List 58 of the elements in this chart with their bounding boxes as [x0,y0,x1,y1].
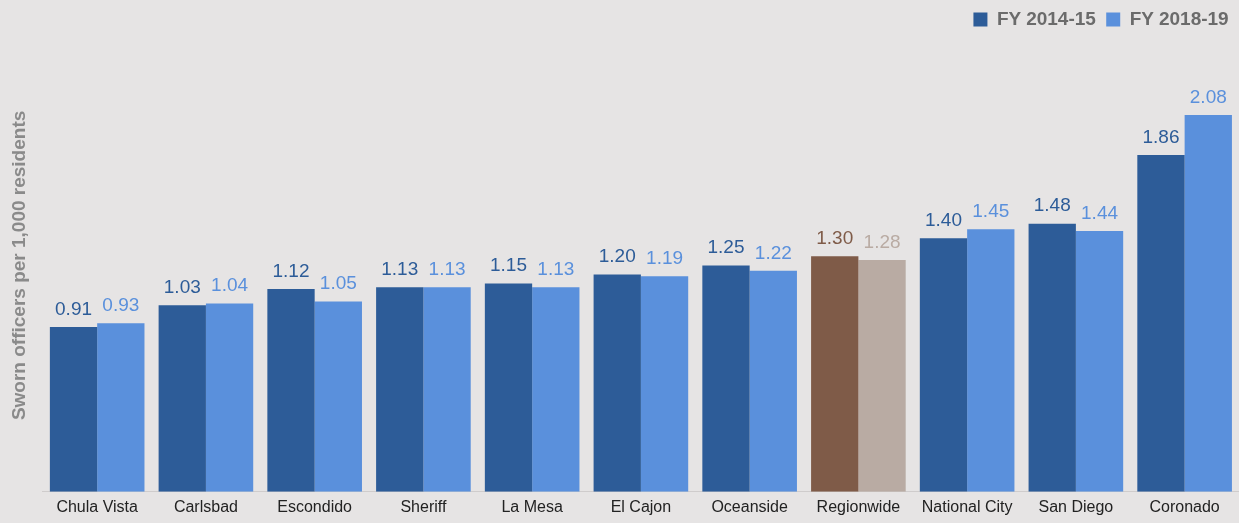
x-tick-label: Carlsbad [173,497,238,515]
x-tick-label: Escondido [277,497,353,515]
x-tick-label: La Mesa [501,497,563,515]
legend-label: FY 2018-19 [1129,7,1229,29]
y-axis-title: Sworn officers per 1,000 residents [7,110,29,421]
bar [593,274,641,492]
data-label: 1.04 [211,274,249,296]
bar [967,229,1015,492]
bar [267,288,315,492]
data-label: 1.28 [863,230,901,252]
data-label: 2.08 [1189,85,1227,107]
data-label: 1.13 [428,257,466,279]
x-tick-label: El Cajon [610,497,672,515]
data-label: 1.45 [972,199,1010,221]
bar [702,265,750,492]
data-label: 1.40 [924,208,962,230]
data-label: 1.22 [754,241,792,263]
bar [640,276,689,492]
data-label: 0.91 [55,297,93,319]
bar [423,287,471,492]
x-tick-label: Regionwide [816,497,901,515]
bar [1028,223,1076,492]
bar [532,287,580,492]
bar [158,305,206,492]
bar [484,283,533,492]
data-label: 1.30 [816,227,854,249]
legend-label: FY 2014-15 [996,7,1097,29]
data-label: 1.13 [537,257,575,279]
bar [1075,230,1124,492]
data-label: 1.20 [598,245,636,267]
x-tick-label: Sheriff [400,497,447,515]
x-tick-label: Chula Vista [56,497,139,515]
x-tick-label: Coronado [1149,497,1220,515]
bar [314,301,362,492]
data-label: 1.03 [163,275,201,297]
bar [1184,115,1232,492]
bar [376,287,424,492]
x-tick-label: Oceanside [711,497,788,515]
data-label: 0.93 [102,294,140,316]
bar [858,259,906,492]
x-tick-label: National City [921,497,1013,515]
bar [749,270,797,492]
data-label: 1.44 [1081,201,1119,223]
data-label: 1.12 [272,259,310,281]
data-label: 1.19 [646,247,684,268]
bar [919,238,968,492]
x-tick-label: San Diego [1038,497,1114,515]
data-label: 1.86 [1142,125,1180,147]
data-label: 1.13 [381,257,419,279]
data-label: 1.25 [707,236,745,258]
bar [97,323,145,492]
bar [1137,154,1185,492]
data-label: 1.05 [319,272,357,294]
bar [49,326,98,492]
data-label: 1.48 [1033,194,1071,216]
bar [811,256,859,492]
bar [205,303,254,492]
data-label: 1.15 [490,254,527,276]
